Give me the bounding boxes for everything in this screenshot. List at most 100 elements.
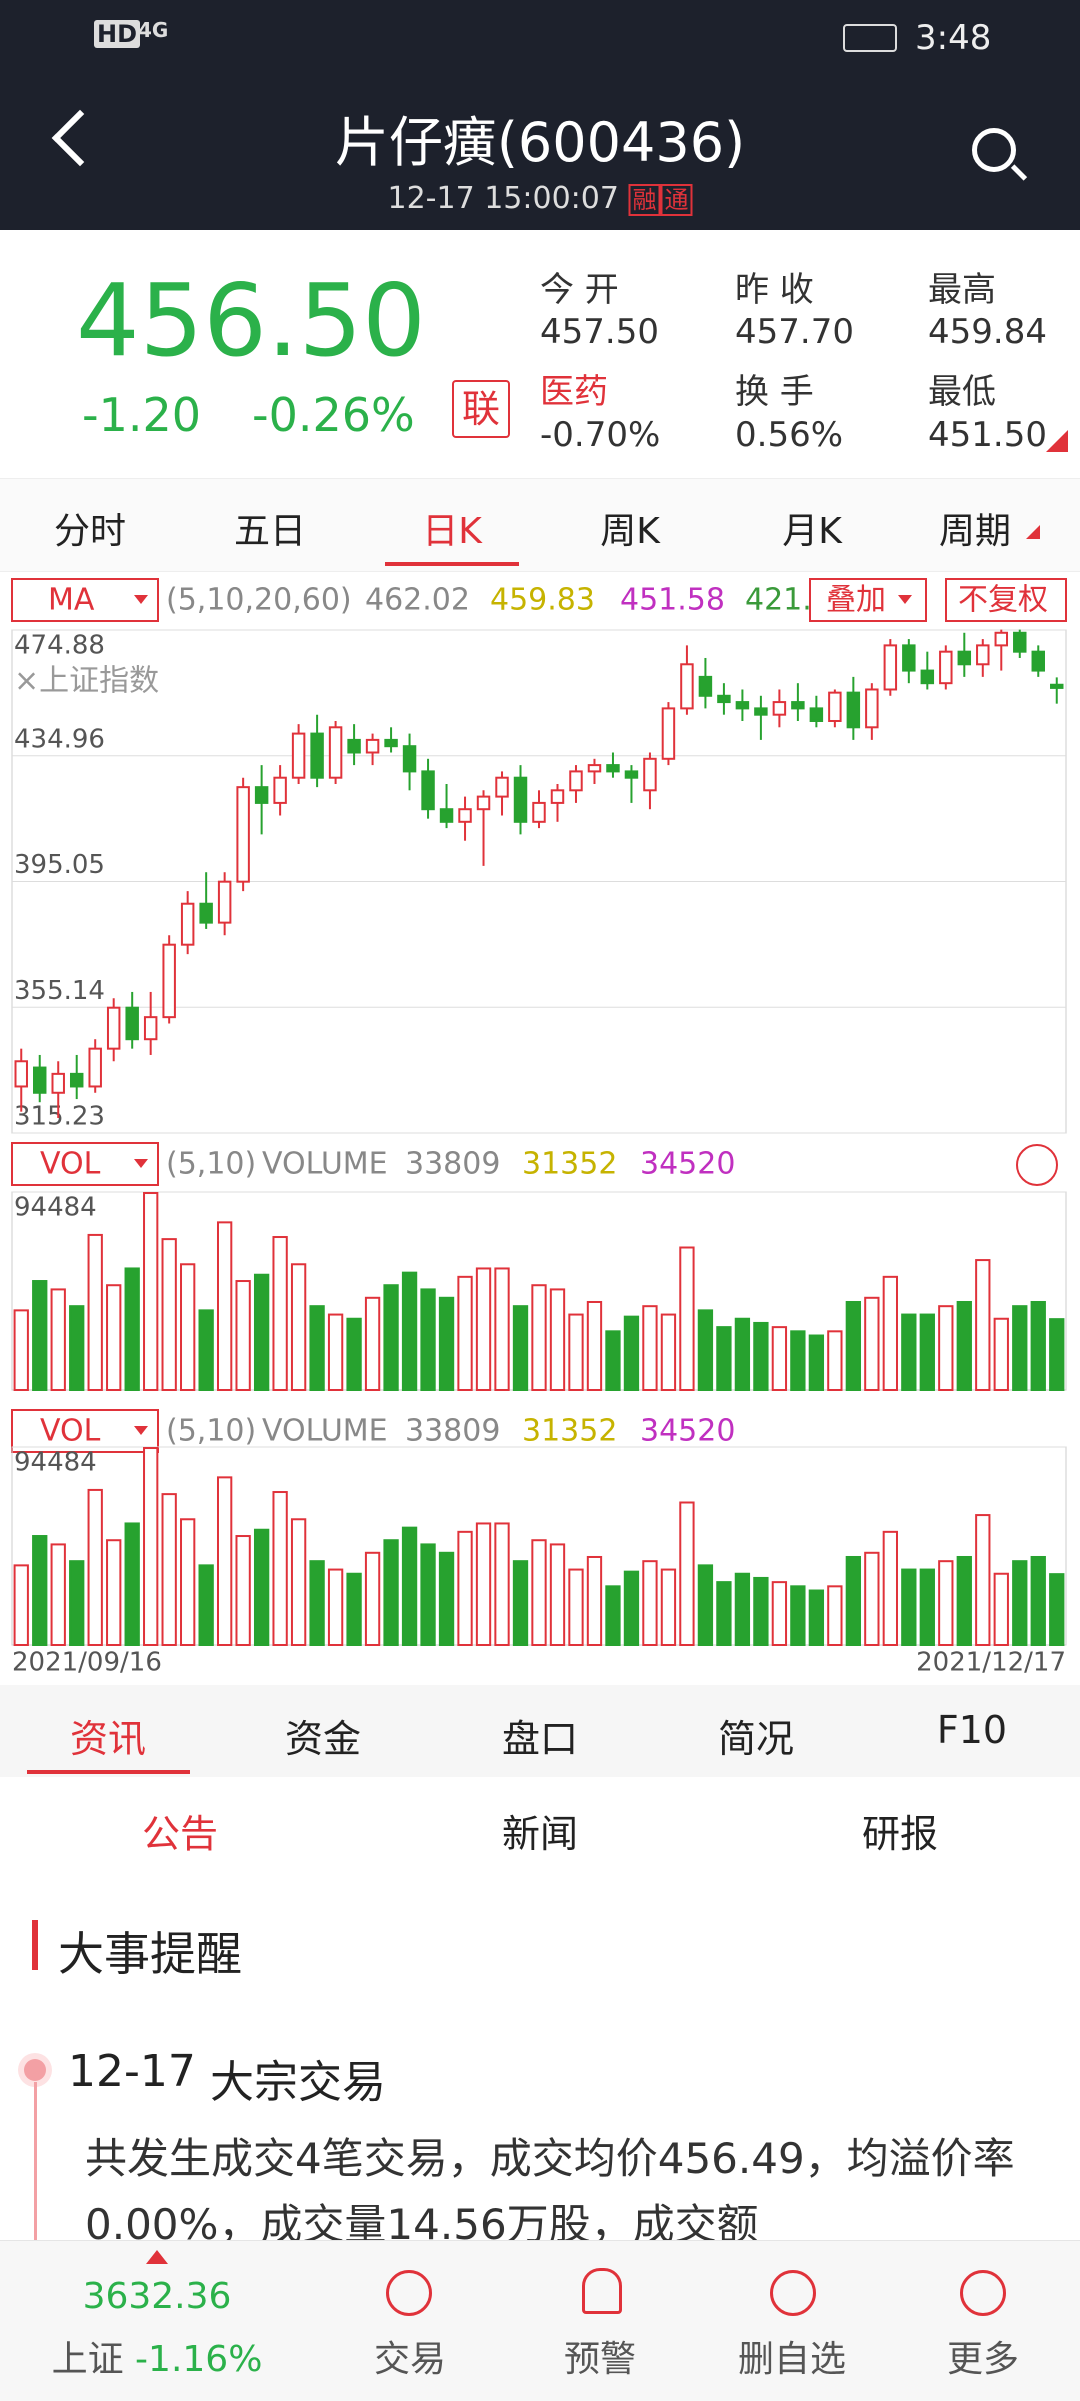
dropdown-arrow (134, 1159, 148, 1168)
volume-bar (623, 1315, 640, 1392)
event-text: 共发生成交4笔交易，成交均价456.49，均溢价率0.00%，成交量14.56万… (85, 2134, 1015, 2240)
candle-body (458, 808, 472, 823)
status-time: 3:48 (915, 18, 992, 58)
volume-bar (87, 1233, 103, 1392)
event-title: 大宗交易 (210, 2057, 386, 2108)
volume-bar (716, 1581, 732, 1646)
dropdown-arrow (134, 1426, 148, 1435)
volume-bar (993, 1317, 1009, 1392)
index-name: 上证 (51, 2339, 124, 2380)
volume-bar (420, 1543, 436, 1646)
volume-bar (956, 1555, 972, 1647)
volume-bar (124, 1522, 140, 1646)
volume-bar (771, 1326, 788, 1391)
volume-bar (845, 1300, 862, 1392)
volume-bar (475, 1522, 492, 1646)
candle-body (495, 776, 509, 798)
nav-item[interactable]: 交易 (373, 2339, 447, 2380)
volume-bar (512, 1560, 529, 1646)
nav-item[interactable]: 预警 (563, 2339, 637, 2380)
tab[interactable]: 分时 (53, 511, 127, 552)
candle-body (402, 745, 417, 773)
candle-body (957, 650, 972, 666)
volume-bar (198, 1309, 214, 1391)
candle-body (310, 732, 324, 779)
volume-bar (549, 1543, 566, 1646)
tab-bar-bg (0, 478, 1080, 572)
info-tab[interactable]: F10 (936, 1708, 1008, 1752)
volume-bar (87, 1488, 103, 1647)
status-hd: HD (94, 20, 141, 48)
tab[interactable]: 月K (782, 511, 842, 552)
info-tab[interactable]: 简况 (717, 1717, 795, 1761)
expand-corner[interactable] (1046, 430, 1068, 452)
volume-bar (586, 1555, 603, 1647)
index-value[interactable]: 3632.36 (82, 2276, 232, 2317)
stat-value: 459.84 (928, 312, 1047, 352)
volume-bar (69, 1305, 85, 1391)
stat-label: 换 手 (735, 372, 814, 412)
tab-active[interactable]: 日K (422, 511, 482, 552)
candle-body (143, 1016, 158, 1041)
volume-bar (993, 1572, 1009, 1647)
volume-bar (827, 1330, 843, 1391)
volume-bar (938, 1305, 954, 1391)
nav-item[interactable]: 更多 (946, 2339, 1020, 2380)
candle-body (643, 757, 657, 792)
info-tab[interactable]: 资金 (284, 1717, 362, 1761)
volume-bar (161, 1238, 177, 1391)
stat-label[interactable]: 医药 (540, 372, 608, 412)
volume-bar (143, 1447, 159, 1647)
volume-bar (864, 1296, 880, 1392)
volume-bar (512, 1305, 529, 1391)
sub-tab[interactable]: 新闻 (501, 1812, 579, 1856)
volume-value: 31352 (522, 1414, 617, 1449)
tab[interactable]: 周K (600, 511, 660, 552)
volume-bar (124, 1267, 140, 1391)
volume-value: 31352 (522, 1147, 617, 1182)
sub-tab[interactable]: 公告 (141, 1812, 219, 1856)
volume-bar (364, 1551, 381, 1647)
adjust-button-label: 不复权 (958, 583, 1048, 618)
volume-bar (919, 1313, 935, 1392)
volume-bar (549, 1288, 566, 1391)
stat-label: 今 开 (540, 270, 619, 310)
info-tab[interactable]: 资讯 (69, 1717, 147, 1761)
candle-body (735, 701, 750, 710)
indicator-name: VOL (40, 1414, 101, 1449)
dropdown-arrow (898, 595, 912, 604)
volume-bar (697, 1564, 714, 1646)
y-tick-label: 474.88 (14, 631, 105, 661)
candle-body (883, 644, 898, 691)
info-tab[interactable]: 盘口 (501, 1717, 579, 1761)
info-tab-underline (27, 1770, 190, 1774)
ma-value: 462.02 (365, 583, 470, 618)
candle-body (88, 1047, 102, 1088)
indicator-label: VOLUME (262, 1414, 388, 1449)
tab[interactable]: 五日 (233, 511, 307, 552)
indicator-name: MA (48, 583, 95, 618)
volume-bar (438, 1551, 455, 1647)
candle-body (476, 795, 491, 811)
sub-tab[interactable]: 研报 (861, 1812, 939, 1856)
nav-icon (770, 2270, 816, 2316)
index-change: -1.16% (135, 2339, 263, 2380)
volume-bar (253, 1528, 270, 1647)
index-line[interactable]: 上证 -1.16% (52, 2330, 263, 2382)
price: 456.50 (76, 262, 426, 379)
link-badge[interactable]: 联 (452, 380, 510, 438)
nav-icon (582, 2268, 622, 2314)
volume-bar (697, 1309, 714, 1391)
x-end-label: 2021/12/17 (916, 1648, 1066, 1678)
volume-bar (272, 1491, 288, 1647)
x-start-label: 2021/09/16 (12, 1648, 162, 1678)
candle-body (439, 808, 454, 823)
nav-item[interactable]: 删自选 (737, 2339, 847, 2380)
tab[interactable]: 周期 (938, 511, 1012, 552)
volume-bar (568, 1313, 584, 1392)
volume-bar (494, 1267, 510, 1391)
search-button[interactable] (972, 128, 1016, 172)
candle-body (569, 770, 583, 792)
volume-bar (716, 1326, 732, 1391)
candle-body (273, 776, 287, 804)
